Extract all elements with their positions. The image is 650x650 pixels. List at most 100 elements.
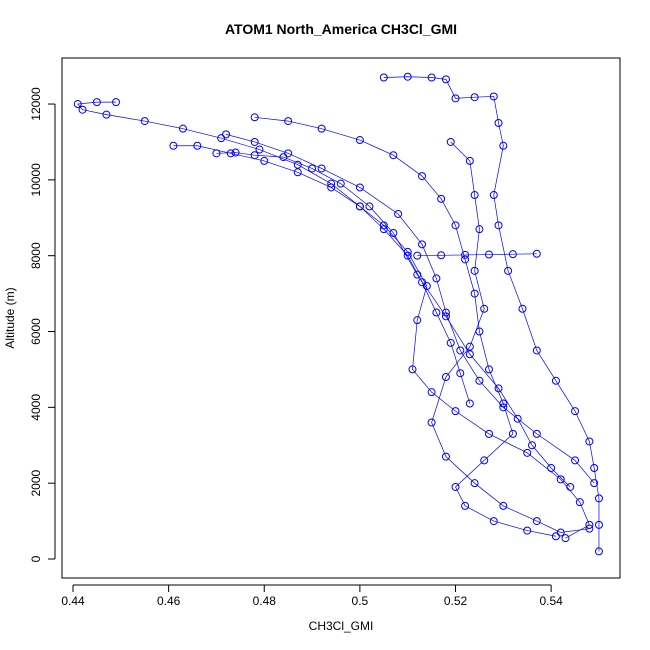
data-point xyxy=(590,464,599,473)
data-point xyxy=(585,437,594,446)
data-point xyxy=(250,137,259,146)
data-point xyxy=(465,342,474,351)
data-point xyxy=(441,373,450,382)
data-point xyxy=(437,251,446,260)
data-point xyxy=(494,384,503,393)
data-point xyxy=(480,304,489,313)
data-point xyxy=(594,494,603,503)
data-point xyxy=(475,225,484,234)
data-point xyxy=(475,376,484,385)
data-point xyxy=(499,403,508,412)
data-point xyxy=(441,452,450,461)
profile-line xyxy=(431,141,590,533)
data-point xyxy=(470,479,479,488)
data-point xyxy=(355,202,364,211)
data-point xyxy=(465,350,474,359)
data-point xyxy=(112,98,121,107)
data-point xyxy=(293,168,302,177)
y-tick-label: 4000 xyxy=(29,394,43,421)
data-point xyxy=(504,266,513,275)
y-tick-label: 12000 xyxy=(29,87,43,121)
data-point xyxy=(226,149,235,158)
data-point xyxy=(585,520,594,529)
data-point xyxy=(547,464,556,473)
data-point xyxy=(102,110,111,119)
data-point xyxy=(480,456,489,465)
data-point xyxy=(456,346,465,355)
data-point xyxy=(470,289,479,298)
data-point xyxy=(217,134,226,143)
data-point xyxy=(432,308,441,317)
data-point xyxy=(212,149,221,158)
data-point xyxy=(470,93,479,102)
x-tick-label: 0.54 xyxy=(539,594,563,608)
data-point xyxy=(489,517,498,526)
x-tick-label: 0.48 xyxy=(253,594,277,608)
profile-line xyxy=(77,101,471,404)
data-point xyxy=(532,346,541,355)
data-point xyxy=(389,151,398,160)
data-point xyxy=(561,534,570,543)
data-point xyxy=(427,418,436,427)
data-point xyxy=(260,156,269,165)
data-point xyxy=(418,278,427,287)
data-point xyxy=(317,124,326,133)
data-point xyxy=(484,250,493,259)
data-point xyxy=(489,92,498,101)
profile-line xyxy=(216,152,571,488)
data-point xyxy=(293,160,302,169)
profile-line xyxy=(225,134,595,484)
data-point xyxy=(78,105,87,114)
data-point xyxy=(484,429,493,438)
y-tick-label: 0 xyxy=(29,555,43,562)
data-point xyxy=(594,520,603,529)
data-point xyxy=(178,124,187,133)
data-point xyxy=(461,255,470,264)
data-point xyxy=(418,240,427,249)
data-point xyxy=(394,209,403,218)
y-axis-label: Altitude (m) xyxy=(3,287,17,348)
y-tick-label: 2000 xyxy=(29,470,43,497)
x-axis-label: CH3Cl_GMI xyxy=(309,619,374,633)
data-point xyxy=(379,73,388,82)
data-point xyxy=(92,98,101,107)
data-point xyxy=(231,148,240,157)
data-point xyxy=(451,221,460,230)
data-point xyxy=(470,191,479,200)
data-point xyxy=(222,130,231,139)
data-point xyxy=(523,526,532,535)
profile-line xyxy=(254,116,556,537)
data-point xyxy=(499,501,508,510)
data-point xyxy=(446,338,455,347)
data-point xyxy=(571,407,580,416)
data-point xyxy=(499,141,508,150)
data-point xyxy=(532,517,541,526)
data-point xyxy=(403,72,412,81)
data-point xyxy=(551,376,560,385)
data-point xyxy=(456,369,465,378)
data-point xyxy=(451,94,460,103)
data-point xyxy=(508,429,517,438)
data-point xyxy=(556,528,565,537)
data-point xyxy=(327,183,336,192)
data-point xyxy=(551,532,560,541)
data-point xyxy=(556,475,565,484)
data-point xyxy=(451,482,460,491)
data-point xyxy=(585,524,594,533)
data-point xyxy=(451,407,460,416)
data-point xyxy=(317,164,326,173)
data-point xyxy=(250,113,259,122)
data-point xyxy=(193,141,202,150)
x-tick-label: 0.5 xyxy=(352,594,369,608)
data-point xyxy=(461,501,470,510)
data-point xyxy=(365,202,374,211)
data-point xyxy=(508,250,517,259)
y-tick-label: 8000 xyxy=(29,242,43,269)
data-point xyxy=(250,151,259,160)
data-point xyxy=(494,118,503,127)
data-point xyxy=(140,117,149,126)
data-point xyxy=(418,172,427,181)
data-point xyxy=(336,179,345,188)
data-point xyxy=(571,456,580,465)
